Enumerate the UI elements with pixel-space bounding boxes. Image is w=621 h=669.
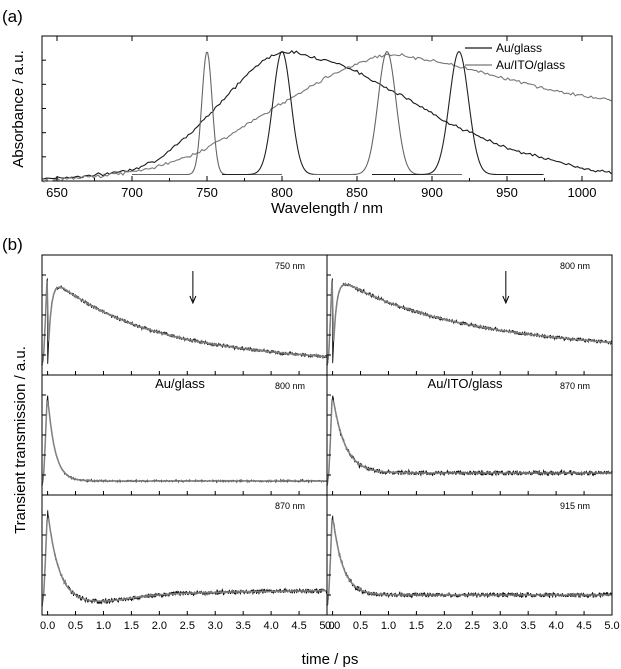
- b-x-tick-label-1-2.5: 2.5: [465, 620, 480, 632]
- b-x-tick-label-1-4: 4.0: [548, 620, 563, 632]
- transient-fit-0: [41, 280, 328, 366]
- transient-data-0: [41, 278, 328, 366]
- panel-a-plot-area: [41, 49, 612, 183]
- probe-wavelength-label-3: 870 nm: [560, 381, 590, 391]
- absorbance-series-0: [41, 49, 612, 180]
- subplot-frame-4: [41, 494, 328, 616]
- laser-spectrum-750nm: [132, 51, 282, 176]
- subplot-frame-3: [326, 374, 613, 496]
- b-x-tick-label-0-2: 2.0: [152, 620, 167, 632]
- x-tick-label-800: 800: [271, 185, 293, 200]
- panel-b-frames: [41, 254, 613, 616]
- transient-fit-5: [326, 517, 612, 606]
- panel-a-y-axis-title: Absorbance / a.u.: [10, 50, 27, 168]
- panel-b-x-axis: 0.0 0.5 1.0 1.5 2.0 2.5 3.0 3.5 4.0 4.5 5.00.0 0.5 1…: [40, 620, 620, 632]
- b-x-tick-label-1-0.5: 0.5: [353, 620, 368, 632]
- panel-a-x-axis-title: Wavelength / nm: [271, 200, 383, 217]
- b-x-tick-label-1-0: 0.0: [325, 620, 340, 632]
- panel-b-y-axis-title: Transient transmission / a.u.: [12, 346, 29, 534]
- subplot-frame-1: [326, 254, 613, 376]
- b-x-tick-label-0-2.5: 2.5: [180, 620, 195, 632]
- column-label-au-glass: Au/glass: [155, 376, 205, 391]
- panel-a-legend: Au/glass Au/ITO/glass: [465, 41, 565, 72]
- panel-a-x-axis: 650 700 750 800 850 900 950 1000: [42, 36, 596, 200]
- x-tick-label-900: 900: [421, 185, 443, 200]
- panel-b: (b) 750 nm 800 nm 800 nm 870 nm 870 nm 915 nm…: [2, 235, 620, 668]
- b-x-tick-label-1-4.5: 4.5: [576, 620, 591, 632]
- panel-b-label: (b): [2, 235, 23, 254]
- panel-b-x-axis-title: time / ps: [302, 651, 359, 668]
- probe-wavelength-label-1: 800 nm: [560, 261, 590, 271]
- x-tick-label-650: 650: [46, 185, 68, 200]
- arrow-head-1: [502, 295, 510, 305]
- b-x-tick-label-0-4.5: 4.5: [291, 620, 306, 632]
- legend-label-au-ito-glass: Au/ITO/glass: [496, 58, 565, 72]
- b-x-tick-label-0-4: 4.0: [263, 620, 278, 632]
- arrow-head-0: [189, 295, 197, 305]
- transient-fit-4: [41, 517, 327, 606]
- x-tick-label-700: 700: [121, 185, 143, 200]
- b-x-tick-label-0-3: 3.0: [208, 620, 223, 632]
- legend-label-au-glass: Au/glass: [496, 41, 542, 55]
- b-x-tick-label-0-0.5: 0.5: [68, 620, 83, 632]
- x-tick-label-850: 850: [346, 185, 368, 200]
- b-x-tick-label-0-3.5: 3.5: [236, 620, 251, 632]
- transient-data-1: [326, 278, 613, 367]
- probe-wavelength-label-5: 915 nm: [560, 501, 590, 511]
- transient-fit-3: [326, 398, 612, 486]
- b-x-tick-label-1-1.5: 1.5: [409, 620, 424, 632]
- b-x-tick-label-0-0: 0.0: [40, 620, 55, 632]
- subplot-frame-5: [326, 494, 613, 616]
- transient-data-3: [326, 395, 613, 487]
- b-x-tick-label-0-1: 1.0: [96, 620, 111, 632]
- panel-b-plot-area: 750 nm 800 nm 800 nm 870 nm 870 nm 915 nm: [41, 261, 613, 607]
- panel-a-label: (a): [2, 7, 23, 26]
- probe-wavelength-label-0: 750 nm: [275, 261, 305, 271]
- transient-fit-2: [41, 400, 327, 486]
- laser-spectrum-800nm: [222, 50, 357, 176]
- b-x-tick-label-1-1: 1.0: [381, 620, 396, 632]
- b-x-tick-label-0-5: 5.0: [319, 620, 334, 632]
- subplot-frame-0: [41, 254, 328, 376]
- column-label-au-ito-glass: Au/ITO/glass: [428, 376, 503, 391]
- b-x-tick-label-1-2: 2.0: [437, 620, 452, 632]
- probe-wavelength-label-4: 870 nm: [275, 501, 305, 511]
- transient-data-4: [41, 510, 328, 607]
- panel-a: (a) 650 700 750 800 850 900 950 1000 Wavelength…: [2, 7, 613, 217]
- b-x-tick-label-0-1.5: 1.5: [124, 620, 139, 632]
- transient-fit-1: [326, 280, 613, 366]
- x-tick-label-950: 950: [496, 185, 518, 200]
- b-x-tick-label-1-3.5: 3.5: [521, 620, 536, 632]
- laser-spectrum-870nm: [312, 51, 462, 176]
- transient-data-2: [41, 395, 328, 486]
- x-tick-label-750: 750: [196, 185, 218, 200]
- b-x-tick-label-1-5: 5.0: [604, 620, 619, 632]
- subplot-frame-2: [41, 374, 328, 496]
- b-x-tick-label-1-3: 3.0: [493, 620, 508, 632]
- probe-wavelength-label-2: 800 nm: [275, 381, 305, 391]
- laser-spectrum-918nm: [372, 51, 544, 176]
- absorbance-series-1: [41, 52, 612, 183]
- x-tick-label-1000: 1000: [568, 185, 597, 200]
